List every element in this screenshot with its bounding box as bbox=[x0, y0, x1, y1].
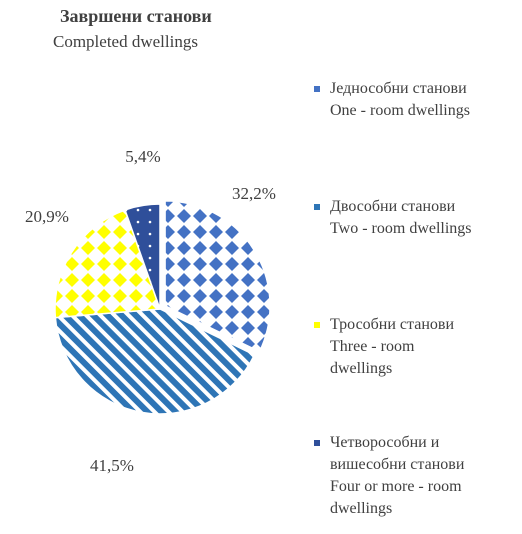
pie-slice bbox=[164, 200, 271, 353]
data-label: 41,5% bbox=[90, 456, 134, 475]
legend-swatch bbox=[314, 204, 320, 210]
legend-entry: Једнособни станови One - room dwellings bbox=[314, 78, 470, 122]
legend-swatch bbox=[314, 86, 320, 92]
legend-swatch bbox=[314, 440, 320, 446]
pie-slice bbox=[124, 203, 161, 310]
pie-slice bbox=[54, 308, 256, 415]
data-label: 20,9% bbox=[25, 207, 69, 226]
legend-swatch bbox=[314, 322, 320, 328]
legend-entry: Трособни станови Three - room dwellings bbox=[314, 314, 454, 380]
legend-label: Трособни станови Three - room dwellings bbox=[330, 316, 454, 377]
legend-entry: Двособни станови Two - room dwellings bbox=[314, 196, 472, 240]
chart-title: Завршени станови bbox=[60, 6, 212, 26]
data-label: 5,4% bbox=[125, 147, 160, 166]
legend-label: Једнособни станови One - room dwellings bbox=[330, 80, 470, 119]
chart-subtitle: Completed dwellings bbox=[53, 32, 198, 51]
pie-slice bbox=[54, 209, 162, 319]
data-label: 32,2% bbox=[232, 184, 276, 203]
legend-label: Двособни станови Two - room dwellings bbox=[330, 198, 472, 237]
legend-entry: Четворособни и вишесобни станови Four or… bbox=[314, 432, 465, 520]
legend-label: Четворособни и вишесобни станови Four or… bbox=[330, 434, 465, 517]
